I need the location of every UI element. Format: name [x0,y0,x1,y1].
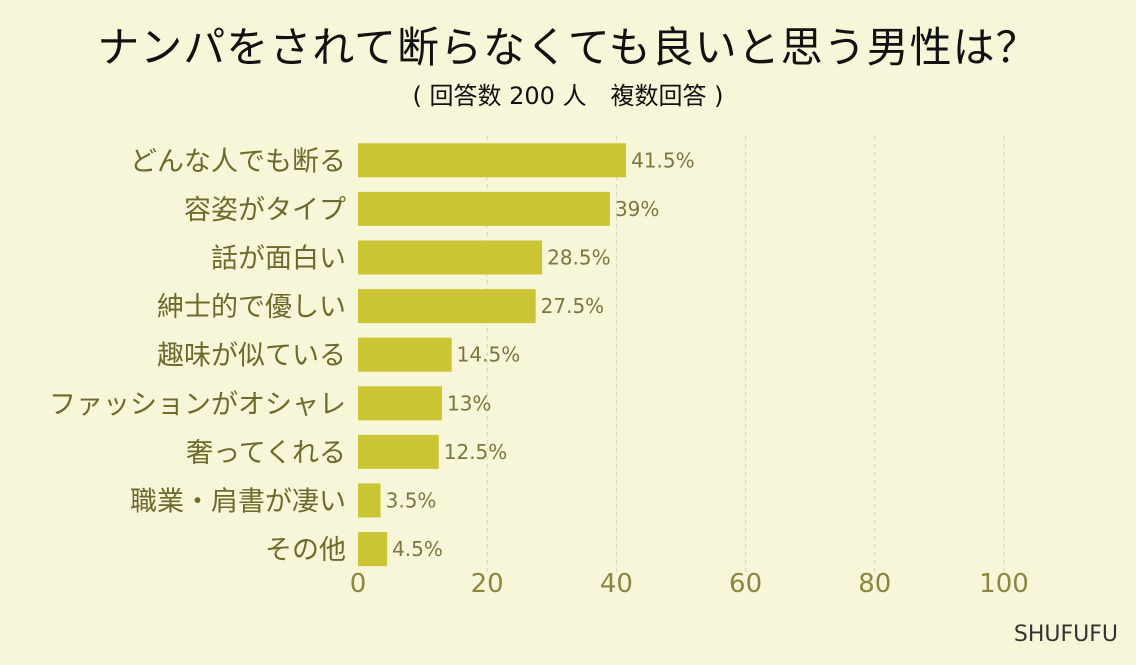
bar [358,143,627,178]
chart-title: ナンパをされて断らなくても良いと思う男性は？ [97,23,1039,72]
x-tick-labels: 0 20 40 60 80 100 [350,569,1029,599]
x-tick-label: 0 [350,569,367,599]
bars [358,143,627,567]
value-label: 4.5% [392,537,443,561]
x-tick-label: 100 [979,569,1029,599]
x-tick-label: 80 [858,569,891,599]
category-labels: どんな人でも断る容姿がタイプ話が面白い紳士的で優しい趣味が似ているファッションが… [49,146,346,566]
bar [358,337,452,372]
brand-logo: SHUFUFU [1013,622,1118,647]
category-label: 奢ってくれる [186,438,346,469]
category-label: 趣味が似ている [157,341,346,372]
value-label: 13% [447,391,491,415]
value-label: 27.5% [541,294,605,318]
bar [358,386,442,421]
value-label: 41.5% [631,148,695,172]
category-label: 容姿がタイプ [184,195,346,226]
x-tick-label: 20 [471,569,504,599]
category-label: その他 [265,535,346,566]
x-tick-label: 40 [600,569,633,599]
bar [358,191,610,226]
bar [358,434,439,469]
bar [358,240,543,275]
bar [358,532,388,567]
value-labels: 41.5% 39% 28.5% 27.5% 14.5% 13% 12.5% 3.5% 4.5% [386,148,695,561]
value-label: 39% [615,197,659,221]
value-label: 12.5% [444,440,508,464]
chart-subtitle: ( 回答数 200 人 複数回答 ) [412,82,724,110]
category-label: 話が面白い [211,244,346,275]
category-label: ファッションがオシャレ [49,389,346,420]
value-label: 3.5% [386,489,437,513]
bar [358,483,381,518]
bar [358,289,536,324]
x-tick-label: 60 [729,569,762,599]
category-label: 職業・肩書が凄い [130,487,346,518]
value-label: 14.5% [457,343,521,367]
category-label: どんな人でも断る [130,146,346,177]
value-label: 28.5% [547,246,611,270]
category-label: 紳士的で優しい [157,292,346,323]
